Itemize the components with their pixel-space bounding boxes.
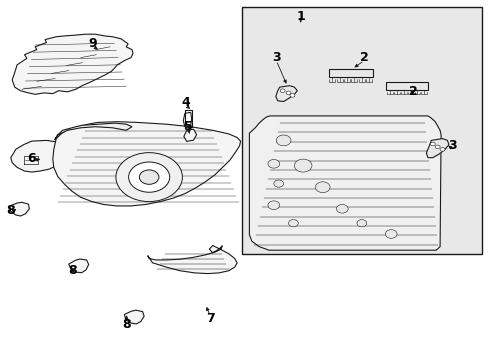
Text: 5: 5 <box>183 120 192 132</box>
Circle shape <box>439 148 444 151</box>
Text: 8: 8 <box>6 204 15 217</box>
Circle shape <box>267 201 279 210</box>
Circle shape <box>116 153 182 202</box>
Text: 6: 6 <box>27 152 36 165</box>
Polygon shape <box>426 139 448 158</box>
Polygon shape <box>10 202 29 216</box>
Polygon shape <box>69 259 88 273</box>
Polygon shape <box>124 310 144 324</box>
Polygon shape <box>183 112 191 127</box>
Circle shape <box>267 159 279 168</box>
Text: 4: 4 <box>181 96 190 109</box>
Polygon shape <box>12 34 133 94</box>
Bar <box>242 7 481 254</box>
Polygon shape <box>183 129 196 141</box>
Polygon shape <box>147 246 237 274</box>
Text: 3: 3 <box>271 51 280 64</box>
Circle shape <box>429 142 434 146</box>
Circle shape <box>273 180 283 187</box>
Circle shape <box>356 220 366 227</box>
Text: 8: 8 <box>122 318 130 330</box>
Circle shape <box>294 159 311 172</box>
Circle shape <box>276 135 290 146</box>
Circle shape <box>139 170 159 184</box>
Text: 1: 1 <box>296 10 305 23</box>
Circle shape <box>315 182 329 193</box>
Circle shape <box>285 91 290 95</box>
Polygon shape <box>11 140 69 172</box>
Text: 2: 2 <box>408 85 417 98</box>
Text: 8: 8 <box>68 264 77 276</box>
Text: 9: 9 <box>88 37 97 50</box>
Circle shape <box>336 204 347 213</box>
Circle shape <box>385 230 396 238</box>
Circle shape <box>128 162 169 192</box>
Polygon shape <box>386 82 427 90</box>
Text: 2: 2 <box>359 51 368 64</box>
Polygon shape <box>53 122 240 206</box>
Polygon shape <box>249 116 440 250</box>
Circle shape <box>280 89 285 93</box>
Circle shape <box>289 94 294 97</box>
Polygon shape <box>275 86 297 102</box>
Circle shape <box>288 220 298 227</box>
Polygon shape <box>328 69 372 77</box>
Polygon shape <box>55 123 132 140</box>
Circle shape <box>434 145 439 149</box>
Text: 7: 7 <box>205 312 214 325</box>
Text: 3: 3 <box>447 139 456 152</box>
